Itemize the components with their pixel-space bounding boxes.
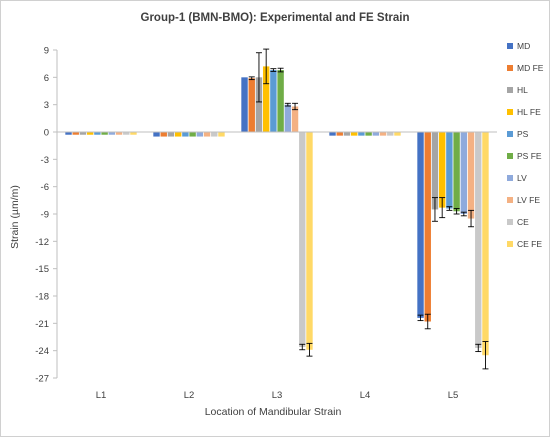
x-tick-label: L3	[272, 390, 283, 401]
bar	[248, 78, 255, 132]
y-tick-label: -21	[35, 319, 49, 330]
legend-label: CE FE	[517, 239, 542, 249]
legend-label: MD	[517, 41, 530, 51]
legend-label: CE	[517, 217, 529, 227]
bar	[475, 132, 482, 348]
y-tick-label: -6	[41, 182, 49, 193]
bar	[365, 132, 372, 136]
bar	[424, 132, 431, 322]
bar	[196, 132, 204, 137]
legend-swatch	[507, 175, 513, 181]
x-tick-label: L4	[360, 390, 371, 401]
y-tick-label: -12	[35, 237, 49, 248]
bar	[467, 132, 475, 219]
bar	[115, 132, 123, 135]
y-tick-label: -15	[35, 264, 49, 275]
bar	[123, 132, 130, 135]
bar	[72, 132, 79, 135]
bar	[284, 104, 292, 132]
bar	[277, 70, 284, 132]
legend-swatch	[507, 153, 513, 159]
bar	[153, 132, 160, 137]
x-tick-label: L1	[96, 390, 107, 401]
bar	[329, 132, 336, 136]
bar	[130, 132, 137, 135]
y-tick-label: 6	[44, 73, 49, 84]
bar	[394, 132, 401, 136]
bar	[86, 132, 94, 135]
bar	[211, 132, 218, 137]
bar	[203, 132, 211, 137]
y-tick-label: 3	[44, 100, 49, 111]
bar	[262, 66, 270, 132]
legend-label: LV FE	[517, 195, 540, 205]
bar	[79, 132, 87, 135]
bar	[343, 132, 351, 136]
legend-swatch	[507, 197, 513, 203]
bar	[299, 132, 306, 348]
bar	[350, 132, 358, 136]
bar	[336, 132, 343, 136]
bar	[482, 132, 489, 356]
plot-area: 9 6 3 0 -3 -6 -9 -12 -15 -18 -21 -24 -27 L1 L2 L3 L4 L5	[35, 46, 497, 401]
legend-swatch	[507, 131, 513, 137]
y-tick-label: -27	[35, 374, 49, 385]
bar	[101, 132, 108, 135]
bar	[387, 132, 394, 136]
bar	[167, 132, 175, 137]
bar	[453, 132, 460, 212]
y-tick-label: 0	[44, 128, 49, 139]
legend-label: PS	[517, 129, 529, 139]
legend-swatch	[507, 219, 513, 225]
bar	[218, 132, 225, 137]
legend-label: PS FE	[517, 151, 542, 161]
bar	[160, 132, 167, 137]
legend-swatch	[507, 241, 513, 247]
bar	[182, 132, 189, 137]
bar	[255, 77, 263, 132]
y-tick-label: -18	[35, 292, 49, 303]
y-tick-label: 9	[44, 46, 49, 57]
bar	[270, 70, 277, 132]
y-tick-label: -9	[41, 210, 49, 221]
bar	[431, 132, 439, 210]
legend-label: MD FE	[517, 63, 544, 73]
legend-swatch	[507, 65, 513, 71]
bar	[306, 132, 313, 350]
bar	[417, 132, 424, 318]
legend-label: LV	[517, 173, 527, 183]
y-axis-label: Strain (µm/m)	[9, 185, 21, 249]
legend-label: HL FE	[517, 107, 541, 117]
legend-swatch	[507, 43, 513, 49]
bar	[189, 132, 196, 137]
bar	[174, 132, 182, 137]
bar	[379, 132, 387, 136]
bar	[94, 132, 101, 135]
bar	[108, 132, 116, 135]
legend-swatch	[507, 109, 513, 115]
bar	[241, 77, 248, 132]
y-tick-label: -24	[35, 346, 49, 357]
bar	[460, 132, 468, 214]
y-tick-label: -3	[41, 155, 49, 166]
bar	[438, 132, 446, 208]
bar	[358, 132, 365, 136]
bar	[65, 132, 72, 135]
legend-swatch	[507, 87, 513, 93]
legend-label: HL	[517, 85, 528, 95]
bar	[372, 132, 380, 136]
bar	[291, 106, 299, 132]
chart-title: Group-1 (BMN-BMO): Experimental and FE S…	[141, 12, 410, 24]
bar	[446, 132, 453, 209]
legend: MD MD FE HL HL FE PS PS FE LV LV FE CE CE FE	[507, 41, 544, 249]
x-tick-label: L2	[184, 390, 195, 401]
x-axis-label: Location of Mandibular Strain	[205, 406, 342, 418]
x-tick-label: L5	[448, 390, 459, 401]
